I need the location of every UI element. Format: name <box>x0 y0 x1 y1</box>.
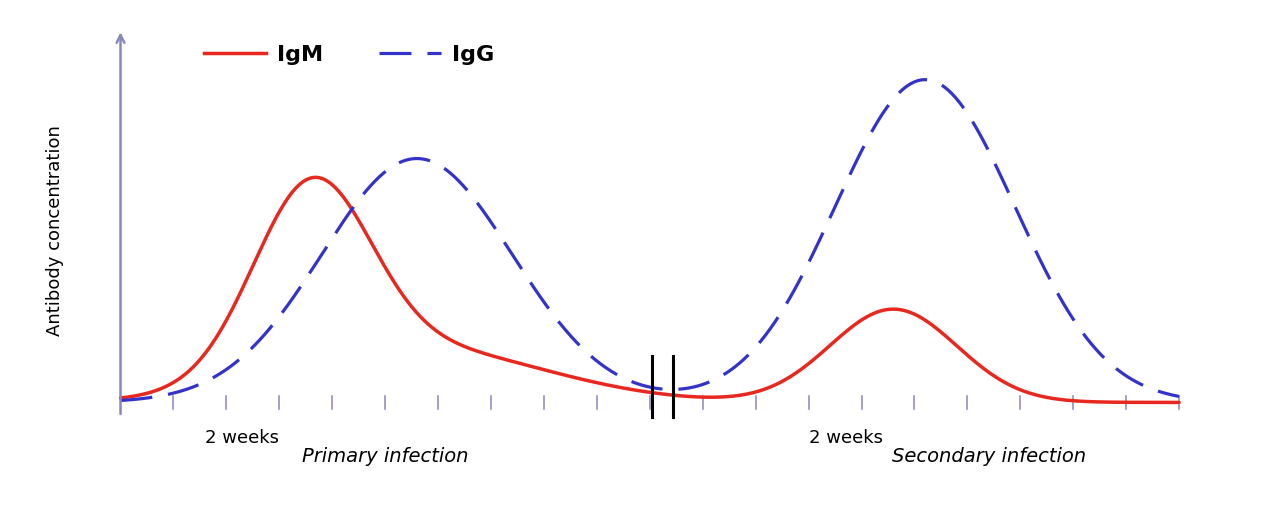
Text: Secondary infection: Secondary infection <box>891 447 1085 466</box>
Legend: IgM, IgG: IgM, IgG <box>204 45 495 65</box>
Text: 2 weeks: 2 weeks <box>205 429 279 447</box>
Text: 2 weeks: 2 weeks <box>809 429 883 447</box>
Text: Primary infection: Primary infection <box>302 447 468 466</box>
Text: Antibody concentration: Antibody concentration <box>46 125 63 336</box>
